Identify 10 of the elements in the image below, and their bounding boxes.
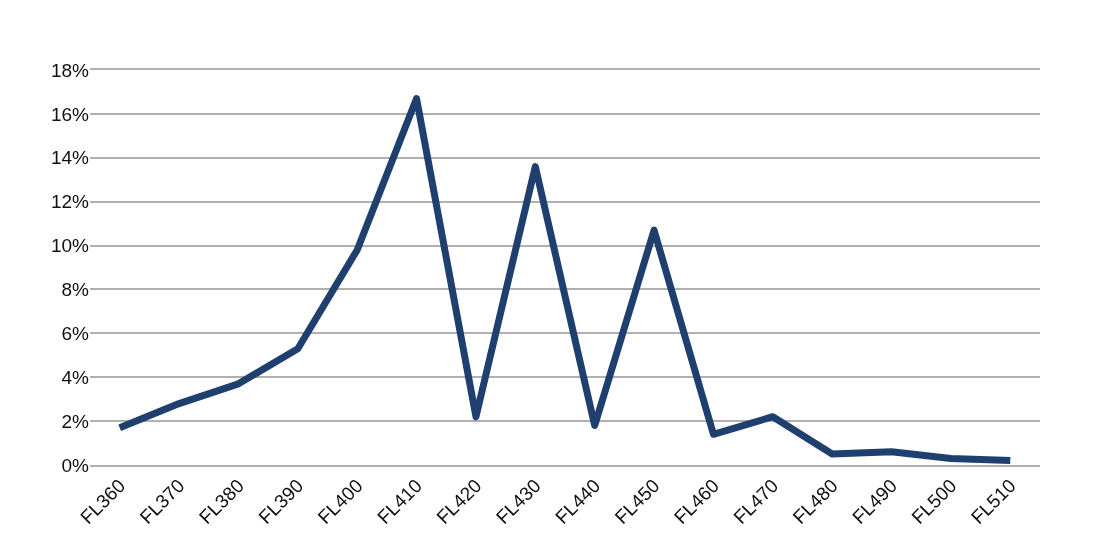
y-tick-label: 12%: [50, 191, 90, 213]
y-tick-label: 8%: [61, 279, 90, 301]
y-tick-label: 16%: [50, 103, 90, 125]
y-tick-label: 4%: [61, 366, 90, 388]
y-tick-label: 10%: [50, 235, 90, 257]
y-tick-label: 2%: [61, 410, 90, 432]
y-tick-label: 6%: [61, 322, 90, 344]
y-tick-label: 0%: [61, 454, 90, 476]
y-tick-label: 14%: [50, 147, 90, 169]
y-tick-label: 18%: [50, 59, 90, 81]
